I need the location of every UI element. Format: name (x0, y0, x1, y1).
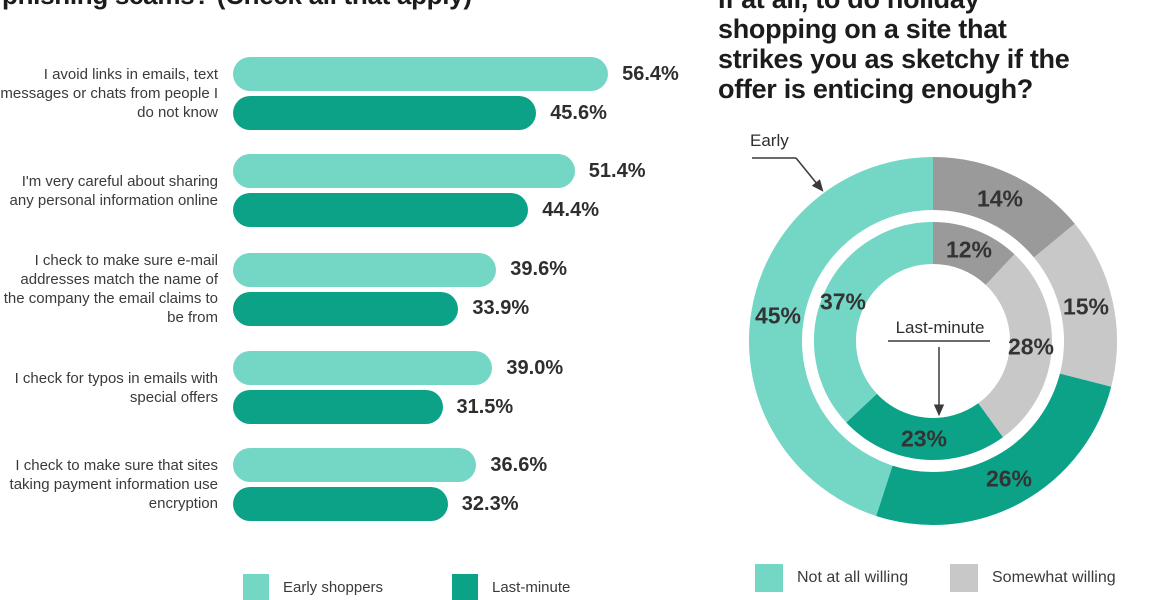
bar-early-shoppers (233, 57, 609, 91)
early-annotation-label: Early (750, 131, 789, 150)
bar-group: I avoid links in emails, text messages o… (0, 57, 679, 130)
bar-category-label: I check to make sure e-mail addresses ma… (3, 252, 218, 326)
donut-segment-outer-light_teal (749, 157, 934, 516)
bar-category-label: I check to make sure that sites taking p… (9, 457, 218, 512)
last-minute-annotation-label: Last-minute (895, 318, 985, 337)
bar-value: 36.6% (490, 453, 548, 476)
bar-value: 45.6% (550, 101, 607, 124)
bar-value: 51.4% (588, 159, 646, 182)
donut-chart-title: If at all, to do holiday shopping on a s… (718, 0, 1157, 104)
legend-item-not-at-all-willing: Not at all willing (755, 564, 908, 592)
legend-label-early-shoppers: Early shoppers (283, 578, 384, 596)
bar-value: 39.0% (506, 356, 564, 379)
legend-item-last-minute: Last-minute (452, 574, 570, 600)
donut-slice-value: 37% (819, 288, 867, 315)
legend-swatch-early-shoppers (243, 574, 269, 600)
donut-slice-value: 26% (985, 465, 1033, 492)
donut-slice-value: 23% (900, 425, 948, 452)
bar-groups: I avoid links in emails, text messages o… (0, 57, 679, 545)
bar-category-label: I'm very careful about sharing any perso… (9, 172, 218, 209)
bar-group: I'm very careful about sharing any perso… (0, 154, 679, 227)
donut-slice-value: 12% (945, 236, 993, 263)
bar-group: I check to make sure that sites taking p… (0, 448, 679, 521)
bar-value: 32.3% (461, 492, 519, 515)
donut-title-line-1: If at all, to do holiday (718, 0, 1157, 14)
donut-slice-value: 28% (1007, 333, 1055, 360)
bar-group: I check for typos in emails with special… (0, 351, 679, 424)
bar-value: 33.9% (472, 297, 530, 319)
donut-segment-outer-dark_gray (932, 157, 1075, 259)
donut-segment-inner-dark_gray (932, 222, 1015, 286)
donut-segment-outer-light_gray (1033, 223, 1117, 387)
bar-value: 44.4% (542, 198, 600, 221)
donut-title-line-4: offer is enticing enough? (718, 74, 1033, 104)
bar-category-label: I avoid links in emails, text messages o… (0, 66, 218, 121)
bar-group: I check to make sure e-mail addresses ma… (0, 251, 679, 327)
donut-segment-inner-dark_teal (846, 393, 1003, 460)
legend-item-somewhat-willing: Somewhat willing (950, 564, 1116, 592)
donut-slice-value: 14% (976, 185, 1024, 212)
legend-swatch-somewhat-willing (950, 564, 978, 592)
donut-segment-inner-light_gray (977, 254, 1052, 438)
bar-last-minute (233, 193, 529, 227)
bar-last-minute (233, 96, 537, 130)
donut-title-line-3: strikes you as sketchy if the (718, 44, 1070, 74)
bar-value: 39.6% (510, 258, 568, 280)
bar-value: 31.5% (456, 395, 514, 418)
bar-chart-title: phishing scams? (Check all that apply) (2, 0, 472, 11)
bar-category-label: I check for typos in emails with special… (14, 369, 218, 406)
early-arrow (795, 157, 824, 192)
donut-chart: 14% 15% 26% 45% 12% 28% 23% 37% (718, 120, 1157, 546)
donut-slice-value: 45% (754, 302, 802, 329)
bar-last-minute (233, 390, 443, 424)
donut-svg (749, 157, 1117, 525)
legend-swatch-not-at-all-willing (755, 564, 783, 592)
bar-early-shoppers (233, 252, 497, 287)
bar-early-shoppers (233, 154, 575, 188)
donut-title-line-2: shopping on a site that (718, 14, 1007, 44)
bar-last-minute (233, 291, 459, 326)
legend-label-somewhat-willing: Somewhat willing (992, 569, 1116, 586)
legend-label-last-minute: Last-minute (492, 578, 571, 596)
donut-slice-value: 15% (1062, 293, 1110, 320)
legend-swatch-last-minute (452, 574, 478, 600)
bar-value: 56.4% (622, 62, 679, 85)
bar-early-shoppers (233, 351, 493, 385)
bar-early-shoppers (233, 448, 477, 482)
donut-segment-inner-light_teal (814, 222, 934, 423)
legend-label-not-at-all-willing: Not at all willing (797, 569, 909, 586)
annotation-arrows (752, 157, 990, 417)
donut-segment-outer-dark_teal (876, 372, 1112, 525)
legend-item-early-shoppers: Early shoppers (243, 574, 383, 600)
bar-last-minute (233, 487, 448, 521)
donut-rings (749, 157, 1117, 525)
